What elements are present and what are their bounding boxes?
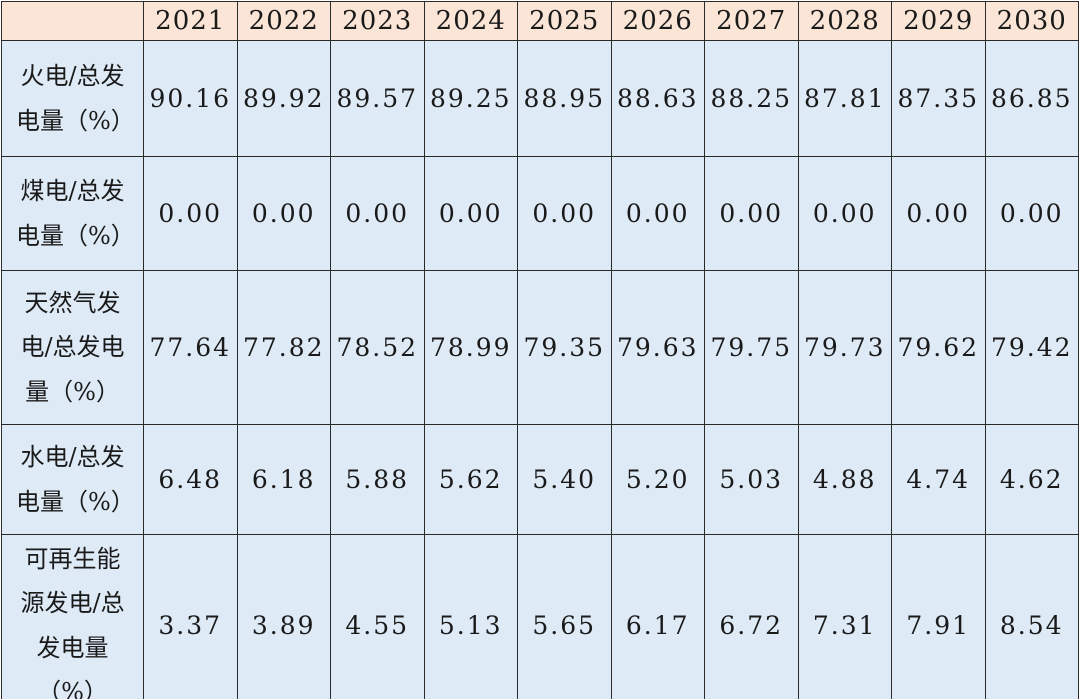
value-cell: 4.74 xyxy=(891,424,986,535)
row-label-cell: 煤电/总发电量（%） xyxy=(1,156,144,271)
value-cell: 6.72 xyxy=(704,534,799,699)
value-cell: 79.42 xyxy=(984,270,1079,425)
year-header-cell: 2023 xyxy=(330,1,425,41)
value-cell: 0.00 xyxy=(891,156,986,271)
table-row: 天然气发电/总发电量（%） 77.64 77.82 78.52 78.99 79.35 79… xyxy=(1,270,1079,425)
value-cell: 77.64 xyxy=(143,270,238,425)
value-cell: 0.00 xyxy=(984,156,1079,271)
value-cell: 7.91 xyxy=(891,534,986,699)
row-label-cell: 火电/总发电量（%） xyxy=(1,40,144,157)
row-label-cell: 可再生能源发电/总发电量（%） xyxy=(1,534,144,699)
value-cell: 88.63 xyxy=(610,40,705,157)
year-header-cell: 2024 xyxy=(423,1,518,41)
table-header: 2021 2022 2023 2024 2025 2026 2027 2028 2029 2030 xyxy=(1,1,1079,41)
value-cell: 79.63 xyxy=(610,270,705,425)
years-header-row: 2021 2022 2023 2024 2025 2026 2027 2028 2029 2030 xyxy=(1,1,1079,41)
year-header-cell: 2028 xyxy=(797,1,892,41)
value-cell: 77.82 xyxy=(236,270,331,425)
value-cell: 89.57 xyxy=(330,40,425,157)
year-header-cell: 2025 xyxy=(517,1,612,41)
value-cell: 0.00 xyxy=(236,156,331,271)
year-header-cell: 2030 xyxy=(984,1,1079,41)
year-header-cell: 2029 xyxy=(891,1,986,41)
year-header-cell: 2022 xyxy=(236,1,331,41)
value-cell: 79.75 xyxy=(704,270,799,425)
row-label-cell: 水电/总发电量（%） xyxy=(1,424,144,535)
value-cell: 5.40 xyxy=(517,424,612,535)
value-cell: 3.37 xyxy=(143,534,238,699)
value-cell: 90.16 xyxy=(143,40,238,157)
value-cell: 0.00 xyxy=(797,156,892,271)
value-cell: 79.35 xyxy=(517,270,612,425)
value-cell: 5.20 xyxy=(610,424,705,535)
table-row: 煤电/总发电量（%） 0.00 0.00 0.00 0.00 0.00 0.00 0.00 0.… xyxy=(1,156,1079,271)
value-cell: 0.00 xyxy=(330,156,425,271)
value-cell: 79.62 xyxy=(891,270,986,425)
value-cell: 7.31 xyxy=(797,534,892,699)
value-cell: 5.88 xyxy=(330,424,425,535)
value-cell: 6.17 xyxy=(610,534,705,699)
corner-cell xyxy=(1,1,144,41)
value-cell: 6.18 xyxy=(236,424,331,535)
value-cell: 3.89 xyxy=(236,534,331,699)
value-cell: 89.25 xyxy=(423,40,518,157)
value-cell: 5.65 xyxy=(517,534,612,699)
value-cell: 5.13 xyxy=(423,534,518,699)
value-cell: 88.25 xyxy=(704,40,799,157)
row-label-cell: 天然气发电/总发电量（%） xyxy=(1,270,144,425)
value-cell: 88.95 xyxy=(517,40,612,157)
value-cell: 86.85 xyxy=(984,40,1079,157)
year-header-cell: 2027 xyxy=(704,1,799,41)
value-cell: 8.54 xyxy=(984,534,1079,699)
value-cell: 0.00 xyxy=(610,156,705,271)
value-cell: 87.35 xyxy=(891,40,986,157)
value-cell: 78.52 xyxy=(330,270,425,425)
year-header-cell: 2026 xyxy=(610,1,705,41)
year-header-cell: 2021 xyxy=(143,1,238,41)
table-row: 水电/总发电量（%） 6.48 6.18 5.88 5.62 5.40 5.20 5.03 4.… xyxy=(1,424,1079,535)
value-cell: 5.62 xyxy=(423,424,518,535)
value-cell: 0.00 xyxy=(704,156,799,271)
value-cell: 6.48 xyxy=(143,424,238,535)
value-cell: 78.99 xyxy=(423,270,518,425)
value-cell: 0.00 xyxy=(423,156,518,271)
value-cell: 4.62 xyxy=(984,424,1079,535)
table-row: 火电/总发电量（%） 90.16 89.92 89.57 89.25 88.95 88.63… xyxy=(1,40,1079,157)
table-body: 火电/总发电量（%） 90.16 89.92 89.57 89.25 88.95 88.63… xyxy=(1,40,1079,699)
value-cell: 4.88 xyxy=(797,424,892,535)
table-row: 可再生能源发电/总发电量（%） 3.37 3.89 4.55 5.13 5.65 6.17 6… xyxy=(1,534,1079,699)
value-cell: 79.73 xyxy=(797,270,892,425)
value-cell: 0.00 xyxy=(143,156,238,271)
value-cell: 0.00 xyxy=(517,156,612,271)
value-cell: 87.81 xyxy=(797,40,892,157)
value-cell: 89.92 xyxy=(236,40,331,157)
value-cell: 4.55 xyxy=(330,534,425,699)
value-cell: 5.03 xyxy=(704,424,799,535)
